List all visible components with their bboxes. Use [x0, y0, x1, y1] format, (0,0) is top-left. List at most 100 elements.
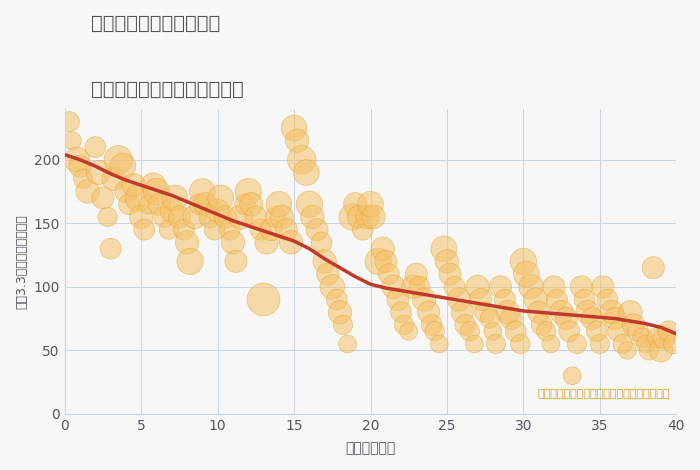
Point	[169, 194, 181, 202]
Point	[617, 340, 629, 348]
Point	[372, 258, 384, 265]
Point	[464, 328, 475, 335]
Text: 築年数別中古マンション価格: 築年数別中古マンション価格	[91, 80, 244, 99]
Point	[594, 340, 606, 348]
Point	[632, 328, 643, 335]
Point	[307, 213, 318, 221]
Point	[545, 340, 557, 348]
Point	[423, 308, 434, 316]
Point	[159, 213, 170, 221]
Point	[499, 296, 510, 303]
Point	[625, 308, 636, 316]
Point	[128, 181, 139, 189]
Point	[438, 245, 449, 252]
Point	[316, 239, 327, 246]
Point	[407, 283, 419, 290]
Point	[518, 258, 529, 265]
Point	[74, 163, 85, 170]
Point	[265, 226, 276, 234]
Point	[123, 201, 134, 208]
Point	[640, 340, 651, 348]
Point	[490, 340, 501, 348]
Point	[668, 340, 679, 348]
Point	[576, 283, 587, 290]
Point	[136, 213, 147, 221]
Point	[258, 296, 269, 303]
Point	[514, 340, 526, 348]
Point	[215, 194, 226, 202]
Point	[154, 201, 165, 208]
Point	[199, 201, 211, 208]
Point	[652, 334, 664, 341]
Point	[270, 213, 281, 221]
Point	[163, 226, 174, 234]
Point	[246, 201, 257, 208]
Point	[411, 270, 422, 278]
Point	[454, 296, 465, 303]
Point	[505, 315, 517, 322]
Point	[327, 283, 338, 290]
Point	[301, 169, 312, 176]
Point	[291, 137, 302, 144]
Point	[434, 340, 445, 348]
Point	[579, 296, 590, 303]
Point	[181, 239, 193, 246]
Point	[592, 328, 603, 335]
Point	[286, 239, 297, 246]
Point	[449, 283, 460, 290]
Point	[429, 328, 440, 335]
Point	[197, 188, 208, 196]
Point	[209, 226, 220, 234]
Point	[189, 213, 200, 221]
Point	[230, 258, 241, 265]
Point	[384, 270, 395, 278]
X-axis label: 築年数（年）: 築年数（年）	[345, 441, 396, 455]
Point	[561, 315, 572, 322]
Point	[398, 321, 409, 329]
Point	[71, 156, 83, 164]
Point	[346, 213, 358, 221]
Point	[475, 296, 486, 303]
Point	[93, 169, 104, 176]
Point	[571, 340, 582, 348]
Point	[564, 328, 575, 335]
Point	[368, 213, 379, 221]
Point	[552, 296, 563, 303]
Point	[377, 245, 388, 252]
Point	[388, 283, 399, 290]
Point	[331, 296, 342, 303]
Point	[281, 226, 292, 234]
Point	[587, 315, 598, 322]
Point	[567, 372, 578, 379]
Point	[472, 283, 483, 290]
Point	[120, 188, 132, 196]
Point	[395, 308, 407, 316]
Point	[393, 296, 404, 303]
Point	[194, 201, 205, 208]
Point	[78, 175, 89, 183]
Point	[610, 315, 621, 322]
Point	[487, 328, 498, 335]
Point	[243, 188, 254, 196]
Point	[276, 213, 288, 221]
Point	[224, 226, 235, 234]
Point	[637, 334, 648, 341]
Point	[220, 213, 231, 221]
Text: 愛知県名古屋市昭和区の: 愛知県名古屋市昭和区の	[91, 14, 220, 33]
Point	[612, 328, 624, 335]
Point	[484, 315, 496, 322]
Point	[648, 264, 659, 272]
Point	[533, 308, 545, 316]
Point	[456, 308, 468, 316]
Point	[521, 270, 532, 278]
Point	[139, 226, 150, 234]
Point	[212, 207, 223, 214]
Point	[495, 283, 506, 290]
Point	[510, 328, 522, 335]
Point	[296, 156, 307, 164]
Point	[357, 226, 368, 234]
Point	[97, 194, 108, 202]
Point	[659, 334, 670, 341]
Point	[655, 346, 666, 354]
Point	[118, 163, 129, 170]
